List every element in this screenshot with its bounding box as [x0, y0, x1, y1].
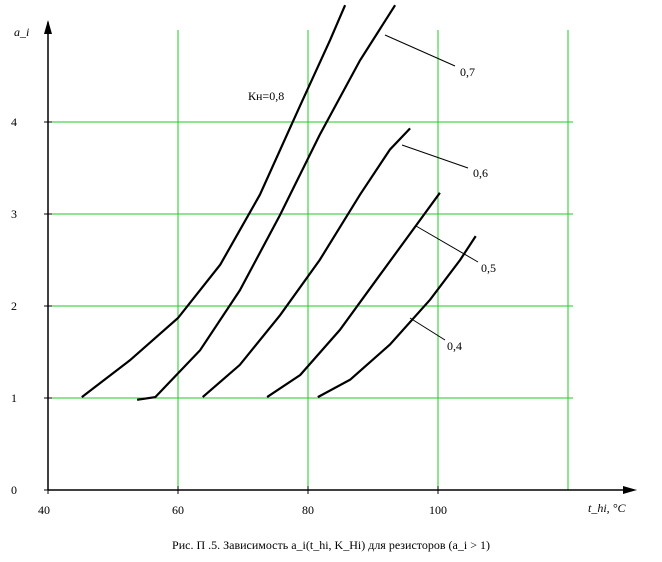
series-line [136, 4, 397, 401]
y-tick-label: 2 [11, 299, 17, 313]
leader-line [384, 34, 456, 67]
y-tick-label: 1 [11, 391, 17, 405]
y-axis-arrow [44, 20, 52, 34]
series-label: 0,5 [481, 261, 496, 275]
x-tick-label: 80 [302, 503, 314, 517]
y-tick-label: 4 [11, 115, 17, 129]
x-tick-label: 60 [172, 503, 184, 517]
series-label: 0,4 [447, 339, 462, 353]
series-line [266, 192, 441, 399]
x-tick-label: 40 [38, 503, 50, 517]
x-tick-label: 100 [429, 503, 447, 517]
caption: Рис. П .5. Зависимость a_i(t_hi, K_Hi) д… [172, 538, 490, 552]
series-label: 0,6 [473, 166, 488, 180]
y-tick-label: 0 [11, 483, 17, 497]
x-axis-label: t_hi, °C [588, 501, 626, 515]
leader-line [415, 225, 479, 263]
series-label: Кн=0,8 [248, 89, 284, 103]
series-label: 0,7 [460, 65, 475, 79]
series-line [317, 235, 477, 399]
leader-line [401, 144, 469, 169]
series-line [81, 4, 347, 398]
y-tick-label: 3 [11, 207, 17, 221]
series-line [201, 127, 411, 398]
leader-line [409, 317, 446, 341]
x-axis-arrow [623, 486, 637, 494]
y-axis-label: a_i [14, 25, 29, 39]
